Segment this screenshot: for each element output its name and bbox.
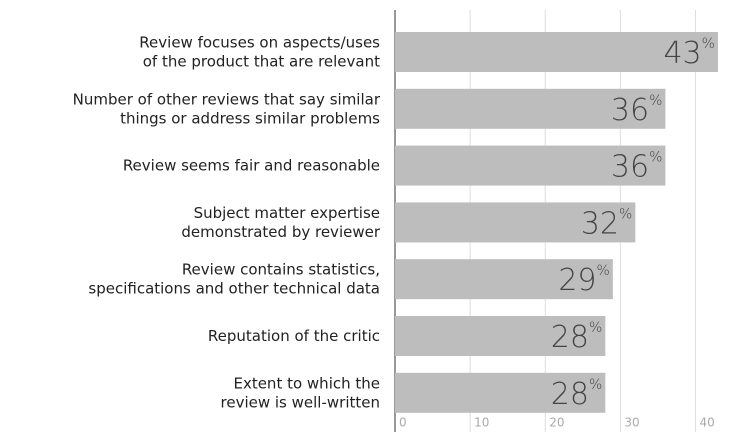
value-label: 43% [663, 36, 715, 71]
x-tick-label: 0 [399, 416, 407, 430]
category-line: review is well-written [221, 393, 380, 411]
category-label: Review contains statistics, specification… [88, 260, 380, 297]
category-label: Reputation of the critic [208, 327, 380, 345]
value-unit: % [649, 93, 662, 109]
bar [395, 32, 718, 72]
bar [395, 145, 666, 186]
value-label: 28% [551, 320, 603, 355]
value-unit: % [619, 206, 632, 222]
category-label: Review seems fair and reasonable [123, 156, 380, 174]
bar [395, 259, 613, 300]
value-number: 32 [581, 206, 619, 241]
category-line: Review contains statistics, [182, 260, 380, 278]
category-label: Number of other reviews that say similar… [73, 90, 381, 127]
bar [395, 88, 666, 129]
value-number: 28 [551, 376, 589, 411]
category-line: Number of other reviews that say similar [73, 90, 381, 108]
category-line: specifications and other technical data [88, 279, 380, 297]
value-label: 29% [558, 263, 610, 298]
category-line: of the product that are relevant [143, 52, 380, 70]
value-label: 36% [611, 92, 663, 127]
value-number: 36 [611, 149, 649, 184]
value-label: 36% [611, 149, 663, 184]
value-label: 28% [551, 376, 603, 411]
bar [395, 372, 606, 413]
value-unit: % [589, 320, 602, 336]
value-number: 43 [663, 36, 701, 71]
category-line: Subject matter expertise [194, 203, 380, 221]
category-line: Extent to which the [233, 374, 380, 392]
x-tick-label: 30 [624, 416, 639, 430]
category-line: Reputation of the critic [208, 327, 380, 345]
x-tick-label: 40 [699, 416, 714, 430]
value-unit: % [589, 377, 602, 393]
category-line: things or address similar problems [120, 109, 380, 127]
value-unit: % [597, 263, 610, 279]
value-number: 29 [558, 263, 596, 298]
bar [395, 202, 636, 243]
value-label: 32% [581, 206, 633, 241]
category-label: Review focuses on aspects/uses of the pro… [139, 33, 380, 70]
x-tick-label: 10 [474, 416, 489, 430]
value-unit: % [649, 150, 662, 166]
x-tick-label: 20 [549, 416, 564, 430]
category-line: demonstrated by reviewer [181, 222, 381, 240]
bar [395, 316, 606, 356]
category-label: Subject matter expertise demonstrated by … [181, 203, 381, 240]
category-line: Review focuses on aspects/uses [139, 33, 380, 51]
category-label: Extent to which the review is well-writte… [221, 374, 380, 411]
value-number: 36 [611, 92, 649, 127]
value-unit: % [702, 36, 715, 52]
category-line: Review seems fair and reasonable [123, 156, 380, 174]
value-number: 28 [551, 320, 589, 355]
